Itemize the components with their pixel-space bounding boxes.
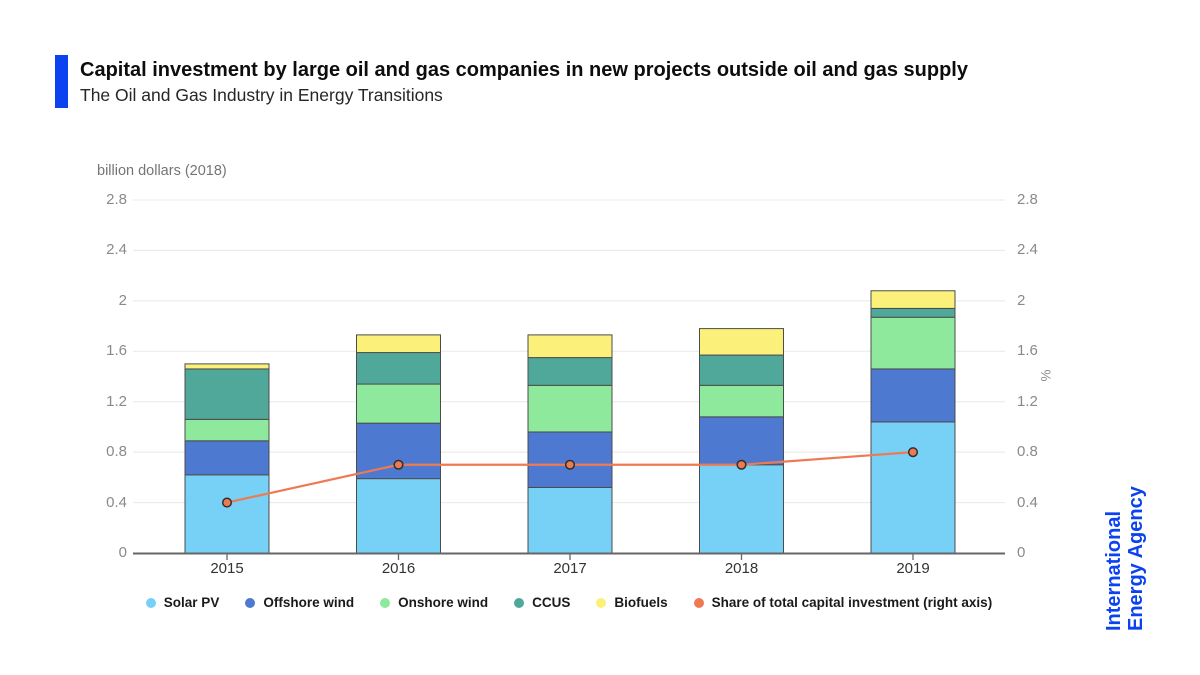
- legend-item-ccus: CCUS: [514, 595, 570, 610]
- legend-dot-icon: [693, 597, 704, 608]
- x-axis-label-2019: 2019: [896, 560, 930, 577]
- left-axis-tick-0.4: 0.4: [106, 493, 127, 511]
- right-axis-tick-2.8: 2.8: [1017, 191, 1038, 208]
- bar-segment-onshore-wind-2018: [699, 384, 784, 418]
- legend-dot-icon: [245, 597, 256, 608]
- iea-logo: International Energy Agency: [1103, 455, 1149, 631]
- left-axis-tick-0: 0: [118, 544, 127, 561]
- share-point-2016: [393, 459, 404, 470]
- bar-segment-onshore-wind-2016: [356, 383, 441, 424]
- legend-item-biofuels: Biofuels: [596, 595, 668, 610]
- legend-label: Share of total capital investment (right…: [711, 595, 993, 610]
- bar-segment-biofuels-2015: [184, 363, 270, 370]
- legend-item-share-of-total-capital-investment-right-axis: Share of total capital investment (right…: [693, 595, 993, 610]
- right-axis-tick-0: 0: [1017, 544, 1026, 561]
- legend-dot-icon: [596, 597, 607, 608]
- bar-segment-ccus-2017: [527, 357, 613, 386]
- right-axis-tick-0.4: 0.4: [1017, 493, 1038, 511]
- page-title: Capital investment by large oil and gas …: [80, 59, 968, 81]
- left-axis-tick-1.2: 1.2: [106, 392, 127, 410]
- x-axis-label-2015: 2015: [210, 560, 244, 577]
- x-axis-label-2017: 2017: [553, 560, 587, 577]
- right-axis-tick-1.2: 1.2: [1017, 392, 1038, 410]
- share-point-2019: [907, 447, 919, 458]
- bar-segment-solar-pv-2019: [870, 421, 956, 554]
- legend-item-offshore-wind: Offshore wind: [245, 595, 354, 610]
- bar-segment-solar-pv-2016: [356, 478, 441, 554]
- bar-segment-ccus-2018: [699, 354, 784, 386]
- bar-segment-ccus-2019: [870, 307, 956, 318]
- right-axis-tick-2: 2: [1017, 291, 1026, 309]
- bar-segment-solar-pv-2015: [184, 474, 270, 554]
- share-point-2015: [221, 497, 233, 508]
- bar-segment-onshore-wind-2019: [870, 316, 956, 370]
- legend-label: Offshore wind: [263, 595, 355, 610]
- legend-dot-icon: [514, 597, 525, 608]
- left-axis-tick-1.6: 1.6: [106, 342, 127, 360]
- page-subtitle: The Oil and Gas Industry in Energy Trans…: [80, 85, 443, 105]
- legend-dot-icon: [380, 597, 391, 608]
- bar-segment-ccus-2015: [184, 368, 270, 420]
- right-axis-tick-0.8: 0.8: [1017, 443, 1038, 461]
- bar-segment-onshore-wind-2015: [184, 418, 270, 442]
- left-axis-tick-0.8: 0.8: [106, 443, 127, 461]
- x-axis-label-2016: 2016: [381, 560, 416, 577]
- bar-segment-solar-pv-2017: [527, 486, 613, 554]
- iea-logo-line1: International: [1103, 510, 1125, 631]
- x-axis-label-2018: 2018: [724, 560, 759, 577]
- legend-dot-icon: [145, 597, 156, 608]
- left-axis-unit-label: billion dollars (2018): [97, 163, 227, 179]
- chart-legend: Solar PV Offshore wind Onshore wind CCUS Bio…: [133, 595, 1005, 610]
- left-axis-tick-2.4: 2.4: [106, 241, 127, 259]
- share-point-2018: [736, 459, 747, 470]
- bar-segment-onshore-wind-2017: [527, 384, 613, 433]
- bar-segment-ccus-2016: [356, 352, 441, 385]
- bar-segment-biofuels-2018: [699, 328, 784, 356]
- bar-segment-biofuels-2019: [870, 290, 956, 309]
- legend-label: Solar PV: [163, 595, 220, 610]
- bar-segment-offshore-wind-2015: [184, 440, 270, 476]
- right-axis-tick-1.6: 1.6: [1017, 342, 1038, 360]
- title-accent-bar: [55, 55, 68, 108]
- share-point-2017: [564, 459, 576, 470]
- legend-label: CCUS: [532, 595, 571, 610]
- legend-label: Onshore wind: [398, 595, 489, 610]
- left-axis-tick-2: 2: [118, 291, 127, 309]
- legend-item-onshore-wind: Onshore wind: [380, 595, 488, 610]
- bar-segment-biofuels-2016: [356, 334, 441, 354]
- bar-segment-solar-pv-2018: [699, 464, 784, 554]
- bar-segment-offshore-wind-2019: [870, 368, 956, 423]
- bar-segment-offshore-wind-2018: [699, 416, 784, 466]
- bar-segment-biofuels-2017: [527, 334, 613, 359]
- left-axis-tick-2.8: 2.8: [106, 191, 127, 208]
- right-axis-tick-2.4: 2.4: [1017, 241, 1038, 259]
- iea-logo-line2: Energy Agency: [1125, 486, 1148, 631]
- legend-item-solar-pv: Solar PV: [145, 595, 220, 610]
- legend-label: Biofuels: [614, 595, 668, 610]
